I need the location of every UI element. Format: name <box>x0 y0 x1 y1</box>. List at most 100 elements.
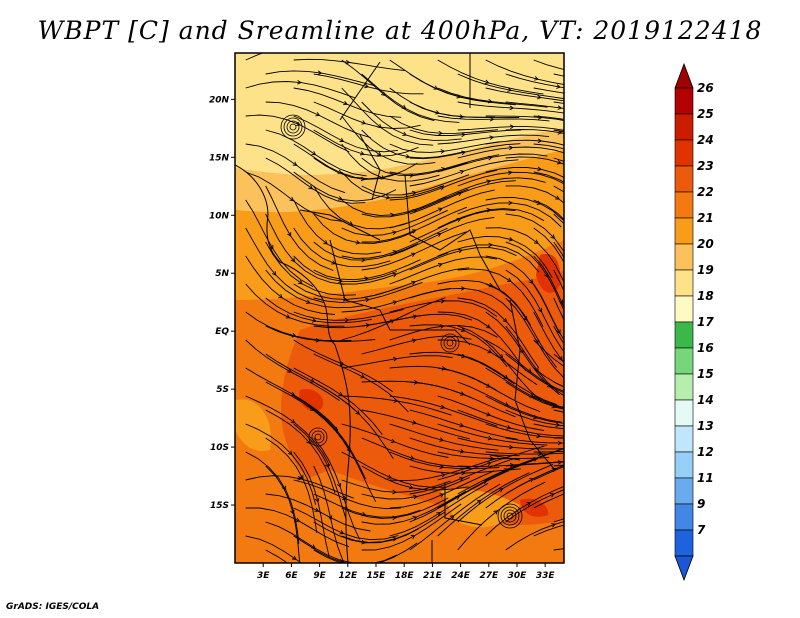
lat-tick-label: 15N <box>209 153 230 163</box>
colorbar-swatch <box>674 399 694 427</box>
streamline-arrow <box>508 200 514 206</box>
streamline <box>553 129 564 133</box>
streamline <box>553 101 564 104</box>
streamline-arrow <box>295 42 299 46</box>
streamline-arrow <box>287 450 293 456</box>
streamline-arrow <box>439 437 445 442</box>
streamline <box>553 548 564 551</box>
streamline-arrow <box>551 523 557 528</box>
colorbar-label: 15 <box>697 367 714 381</box>
streamline <box>553 518 564 523</box>
streamline <box>553 489 564 495</box>
colorbar-label: 11 <box>697 471 714 485</box>
streamline <box>533 524 564 537</box>
streamline <box>553 464 564 467</box>
streamline-arrow <box>410 252 416 257</box>
lat-tick-label: 5N <box>215 269 229 279</box>
colorbar-label: 22 <box>697 185 714 199</box>
vortex-ring <box>443 336 457 350</box>
streamline-arrow <box>392 250 398 255</box>
streamline-arrow <box>605 109 609 113</box>
streamline-arrow <box>523 316 528 321</box>
streamline-arrow <box>287 368 293 373</box>
streamline <box>533 59 564 70</box>
streamline-arrow <box>387 474 393 479</box>
streamline-arrow <box>575 316 578 320</box>
streamline-arrow <box>311 150 317 156</box>
streamline-arrow <box>411 338 417 343</box>
colorbar-swatch <box>674 321 694 349</box>
streamline-arrow <box>509 444 514 450</box>
lon-tick-label: 27E <box>479 571 499 581</box>
streamline-arrow <box>363 563 367 567</box>
streamline-arrow <box>317 70 323 76</box>
grads-credit: GrADS: IGES/COLA <box>6 602 100 612</box>
streamline-arrow <box>323 240 328 245</box>
field-region <box>235 399 271 451</box>
streamline-arrow <box>296 121 301 126</box>
streamline-arrow <box>579 193 583 197</box>
streamline-arrow <box>413 494 418 500</box>
lon-tick-label: 6E <box>285 571 298 581</box>
streamline-arrow <box>365 297 371 303</box>
streamline-arrow <box>439 464 445 470</box>
streamline <box>553 269 564 293</box>
streamline-arrow <box>305 299 311 304</box>
streamline-arrow <box>392 230 398 235</box>
longitude-axis: 3E 6E 9E 12E 15E 18E 21E 24E 27E 30E 33E <box>257 563 555 581</box>
colorbar-swatch <box>674 503 694 531</box>
vortex-ring <box>506 512 514 520</box>
border-line <box>431 299 556 563</box>
streamline-arrow <box>507 170 513 176</box>
colorbar-label: 26 <box>697 81 714 95</box>
streamline-arrow <box>536 94 542 100</box>
chart-title: WBPT [C] and Sreamline at 400hPa, VT: 20… <box>37 16 763 45</box>
streamline-arrow <box>585 94 589 98</box>
streamline-arrow <box>315 337 321 343</box>
vortex-ring <box>497 503 523 529</box>
streamline <box>533 199 564 221</box>
streamline-arrow <box>584 519 588 523</box>
lon-tick-label: 18E <box>395 571 415 581</box>
streamline-arrow <box>439 493 445 498</box>
lat-tick-label: 10N <box>209 211 230 221</box>
streamline-arrow <box>484 79 490 85</box>
colorbar-swatch <box>674 269 694 297</box>
colorbar-swatch <box>674 373 694 401</box>
streamline-arrow <box>584 71 588 75</box>
streamline-arrow <box>489 116 495 122</box>
streamline <box>553 73 564 77</box>
streamline-arrow <box>533 414 538 420</box>
streamline-arrow <box>297 280 303 285</box>
streamline-arrow <box>295 517 301 522</box>
streamline-arrow <box>528 279 534 284</box>
streamline-arrow <box>550 234 556 240</box>
field-region <box>440 488 520 528</box>
streamline-arrow <box>355 240 361 245</box>
colorbar-label: 19 <box>697 263 714 277</box>
colorbar-swatch <box>674 451 694 479</box>
streamline-arrow <box>508 145 514 151</box>
streamline-arrow <box>290 391 296 396</box>
colorbar-swatch <box>674 113 694 141</box>
streamline <box>265 549 289 563</box>
streamline-arrow <box>338 196 343 201</box>
plot-frame <box>234 52 565 564</box>
colorbar-swatch <box>674 425 694 453</box>
border-line <box>339 53 501 291</box>
streamline-arrow <box>459 169 465 175</box>
streamline-arrow <box>555 195 560 200</box>
streamline-arrow <box>343 100 348 106</box>
streamline-arrow <box>509 462 515 468</box>
streamline-arrow <box>489 456 495 461</box>
colorbar-swatch <box>674 87 694 115</box>
lat-tick-label: 15S <box>210 501 229 511</box>
streamline-arrow <box>292 161 298 166</box>
streamline <box>533 339 564 367</box>
colorbar-label: 14 <box>697 393 714 407</box>
streamline-arrow <box>529 478 535 483</box>
streamline-arrow <box>488 282 494 288</box>
streamline-arrow <box>392 272 398 278</box>
streamline-arrow <box>606 458 610 462</box>
streamline-arrow <box>285 314 291 319</box>
